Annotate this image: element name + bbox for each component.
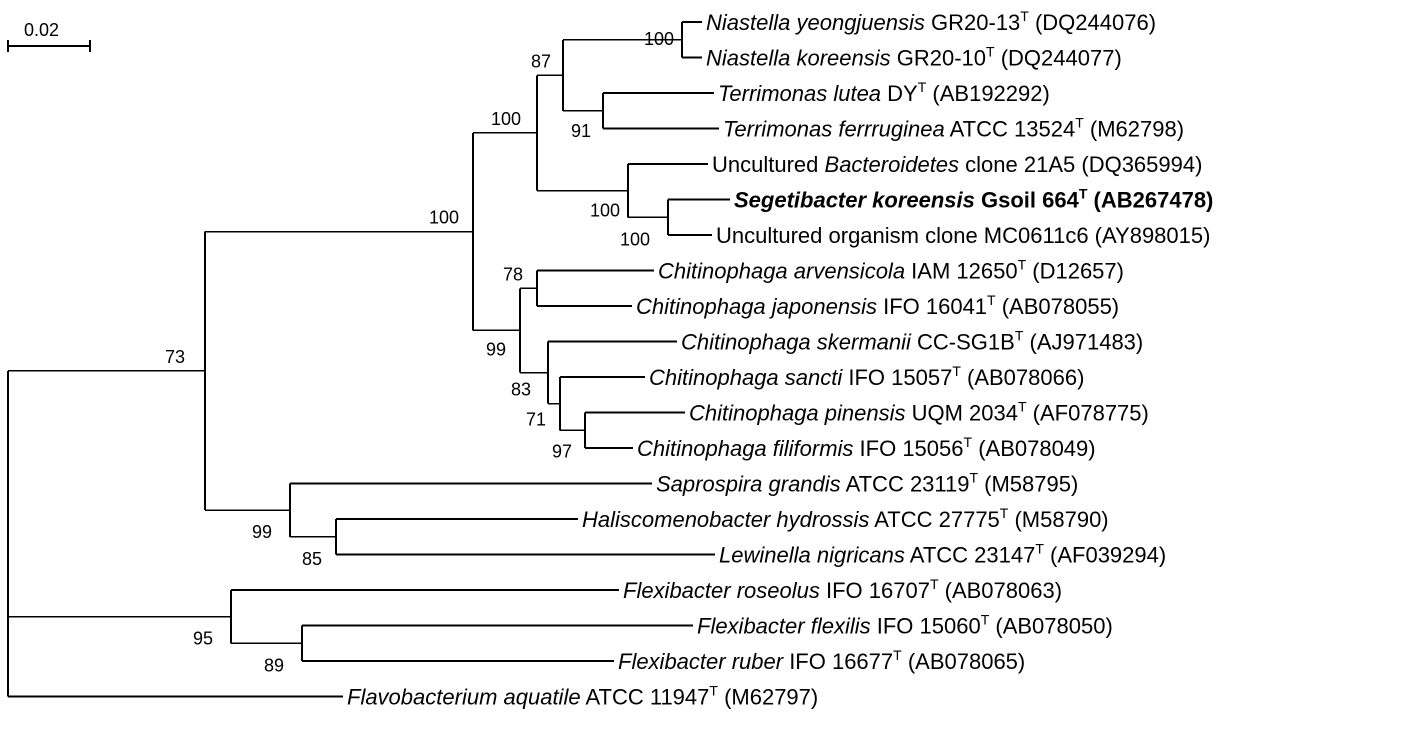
bootstrap-value: 100 bbox=[429, 208, 459, 228]
bootstrap-value: 100 bbox=[590, 201, 620, 221]
tree-labels: Niastella yeongjuensis GR20-13T (DQ24407… bbox=[165, 8, 1213, 710]
taxon-label: Uncultured organism clone MC0611c6 (AY89… bbox=[716, 223, 1210, 248]
tree-branches bbox=[7, 21, 730, 698]
taxon-label: Chitinophaga arvensicola IAM 12650T (D12… bbox=[658, 257, 1124, 284]
bootstrap-value: 89 bbox=[264, 655, 284, 675]
taxon-label: Chitinophaga japonensis IFO 16041T (AB07… bbox=[636, 292, 1119, 319]
taxon-label: Flexibacter ruber IFO 16677T (AB078065) bbox=[618, 647, 1025, 674]
bootstrap-value: 71 bbox=[526, 410, 546, 430]
taxon-label: Niastella koreensis GR20-10T (DQ244077) bbox=[706, 44, 1122, 71]
taxon-label: Haliscomenobacter hydrossis ATCC 27775T … bbox=[582, 505, 1109, 532]
taxon-label: Chitinophaga skermanii CC-SG1BT (AJ97148… bbox=[681, 328, 1143, 355]
taxon-label: Terrimonas lutea DYT (AB192292) bbox=[718, 79, 1050, 106]
bootstrap-value: 99 bbox=[252, 522, 272, 542]
taxon-label: Chitinophaga sancti IFO 15057T (AB078066… bbox=[649, 363, 1084, 390]
bootstrap-value: 100 bbox=[644, 29, 674, 49]
scale-bar: 0.02 bbox=[7, 20, 91, 52]
bootstrap-value: 97 bbox=[552, 441, 572, 461]
taxon-label: Segetibacter koreensis Gsoil 664T (AB267… bbox=[734, 186, 1213, 213]
bootstrap-value: 95 bbox=[193, 629, 213, 649]
taxon-label: Niastella yeongjuensis GR20-13T (DQ24407… bbox=[706, 8, 1156, 35]
bootstrap-value: 100 bbox=[620, 229, 650, 249]
bootstrap-value: 73 bbox=[165, 347, 185, 367]
taxon-label: Flexibacter flexilis IFO 15060T (AB07805… bbox=[697, 612, 1113, 639]
bootstrap-value: 87 bbox=[531, 51, 551, 71]
taxon-label: Saprospira grandis ATCC 23119T (M58795) bbox=[656, 470, 1078, 497]
taxon-label: Flexibacter roseolus IFO 16707T (AB07806… bbox=[623, 576, 1062, 603]
bootstrap-value: 99 bbox=[486, 339, 506, 359]
taxon-label: Chitinophaga filiformis IFO 15056T (AB07… bbox=[637, 434, 1096, 461]
taxon-label: Chitinophaga pinensis UQM 2034T (AF07877… bbox=[689, 399, 1149, 426]
bootstrap-value: 85 bbox=[302, 549, 322, 569]
bootstrap-value: 91 bbox=[571, 121, 591, 141]
taxon-label: Uncultured Bacteroidetes clone 21A5 (DQ3… bbox=[712, 152, 1202, 177]
taxon-label: Flavobacterium aquatile ATCC 11947T (M62… bbox=[347, 683, 818, 710]
bootstrap-value: 78 bbox=[503, 264, 523, 284]
bootstrap-value: 100 bbox=[491, 109, 521, 129]
taxon-label: Terrimonas ferrruginea ATCC 13524T (M627… bbox=[723, 115, 1184, 142]
scale-bar-label: 0.02 bbox=[24, 20, 59, 40]
bootstrap-value: 83 bbox=[511, 380, 531, 400]
taxon-label: Lewinella nigricans ATCC 23147T (AF03929… bbox=[719, 541, 1166, 568]
